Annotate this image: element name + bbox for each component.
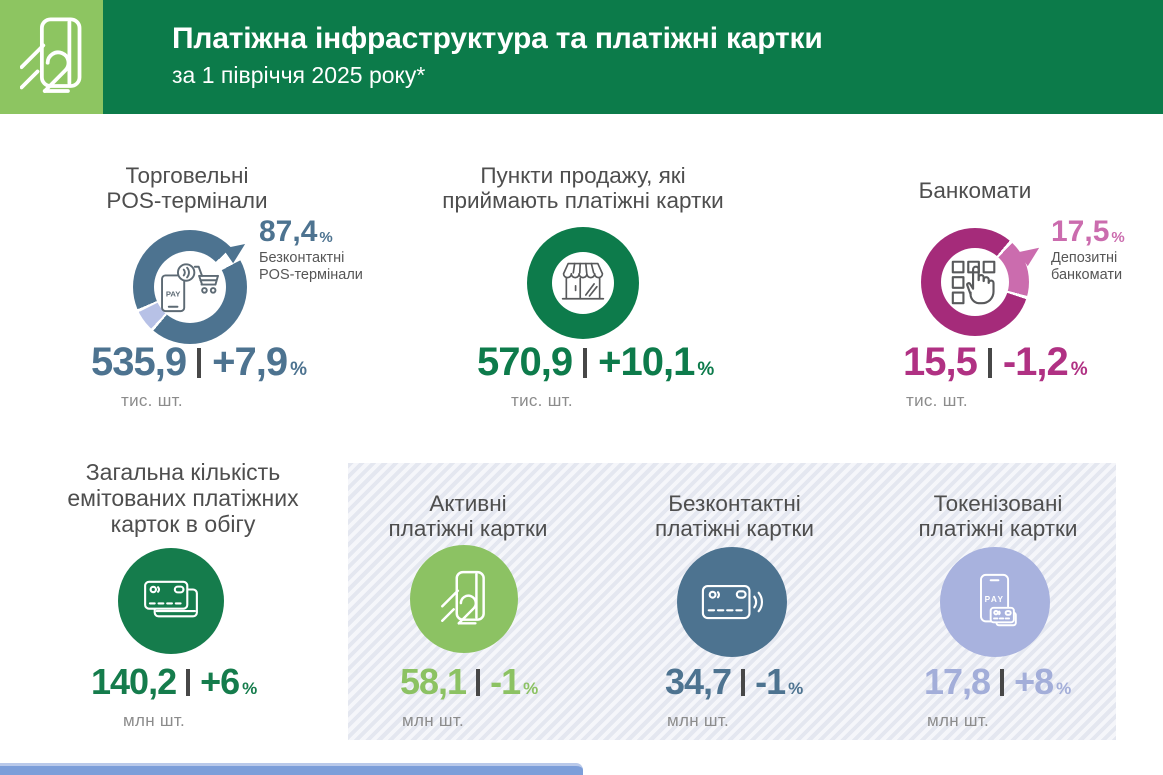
value-separator <box>583 347 588 378</box>
atms-callout: 17,5 % Депозитні банкомати <box>1051 215 1125 284</box>
issued-cards-unit: млн шт. <box>123 711 186 730</box>
logo <box>0 0 103 114</box>
value-separator <box>987 347 992 378</box>
card-title-contactless-cards: Безконтактні платіжні картки <box>655 491 814 542</box>
active-cards-unit: млн шт. <box>402 711 465 730</box>
page-subtitle: за 1 півріччя 2025 року* <box>172 62 426 88</box>
tokenized-cards-circle: PAY <box>940 547 1050 657</box>
value-separator <box>1000 668 1005 696</box>
pos-terminals-donut-chart: PAY <box>133 230 247 344</box>
stacked-cards-icon <box>142 578 200 624</box>
active-cards-value: 58,1 -1 % <box>400 661 539 702</box>
card-title-tokenized-cards: Токенізовані платіжні картки <box>918 491 1078 542</box>
value-separator <box>476 668 481 696</box>
contactless-cards-value: 34,7 -1 % <box>665 661 804 702</box>
value-separator <box>741 668 746 696</box>
phone-pay-cart-icon: PAY <box>159 260 221 314</box>
card-title-pos-terminals: Торговельні POS-термінали <box>106 163 268 214</box>
pos-terminals-unit: тис. шт. <box>121 391 183 410</box>
atms-donut-chart <box>921 228 1029 336</box>
value-separator <box>186 668 191 696</box>
card-title-points-of-sale: Пункти продажу, які приймають платіжні к… <box>442 163 724 214</box>
pos-terminals-value: 535,9 +7,9 % <box>91 340 307 384</box>
atm-keypad-hand-icon <box>948 255 1002 309</box>
issued-cards-value: 140,2 +6 % <box>91 661 258 702</box>
points-of-sale-unit: тис. шт. <box>511 391 573 410</box>
page-title: Платіжна інфраструктура та платіжні карт… <box>172 22 823 55</box>
contactless-cards-circle <box>677 547 787 657</box>
contactless-cards-unit: млн шт. <box>667 711 730 730</box>
value-separator <box>197 347 202 378</box>
issued-cards-circle <box>118 548 224 654</box>
contactless-card-icon <box>700 580 764 625</box>
card-title-issued-cards: Загальна кількість емітованих платіжних … <box>67 459 299 537</box>
card-title-active-cards: Активні платіжні картки <box>388 491 548 542</box>
header-bar: Платіжна інфраструктура та платіжні карт… <box>0 0 1163 114</box>
points-of-sale-ring <box>527 227 639 339</box>
svg-text:PAY: PAY <box>166 290 181 299</box>
active-cards-circle <box>410 545 518 653</box>
card-title-atms: Банкомати <box>918 178 1032 203</box>
storefront-icon <box>555 258 611 308</box>
svg-text:PAY: PAY <box>984 595 1004 604</box>
pos-terminals-callout: 87,4 % Безконтактні POS-термінали <box>259 215 363 284</box>
hand-card-icon <box>441 569 487 629</box>
atms-value: 15,5 -1,2 % <box>903 340 1088 384</box>
bottom-accent-bar <box>0 763 583 775</box>
atms-unit: тис. шт. <box>906 391 968 410</box>
points-of-sale-value: 570,9 +10,1 % <box>477 340 715 384</box>
tokenized-cards-unit: млн шт. <box>927 711 990 730</box>
tokenized-cards-value: 17,8 +8 % <box>924 661 1072 702</box>
hand-card-icon <box>19 15 84 99</box>
phone-pay-card-icon: PAY <box>972 572 1019 632</box>
